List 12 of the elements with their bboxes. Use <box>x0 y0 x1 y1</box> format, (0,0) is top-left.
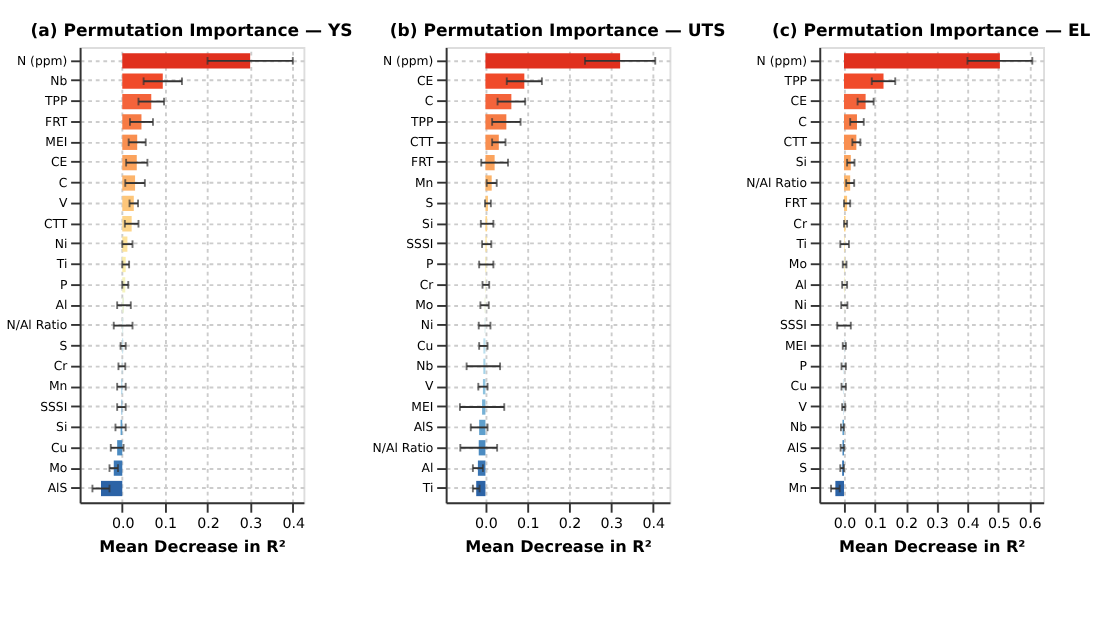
chart-title: (b) Permutation Importance — UTS <box>389 21 726 42</box>
bar <box>485 73 525 89</box>
bar <box>122 195 134 212</box>
bar <box>122 93 152 110</box>
bar <box>844 53 1000 69</box>
bar <box>100 480 123 497</box>
bar <box>122 73 163 89</box>
bar <box>844 73 884 89</box>
bar <box>485 53 621 69</box>
chart-title: (a) Permutation Importance — YS <box>30 21 353 42</box>
chart-title: (c) Permutation Importance — EL <box>771 21 1092 42</box>
bar <box>122 53 251 69</box>
